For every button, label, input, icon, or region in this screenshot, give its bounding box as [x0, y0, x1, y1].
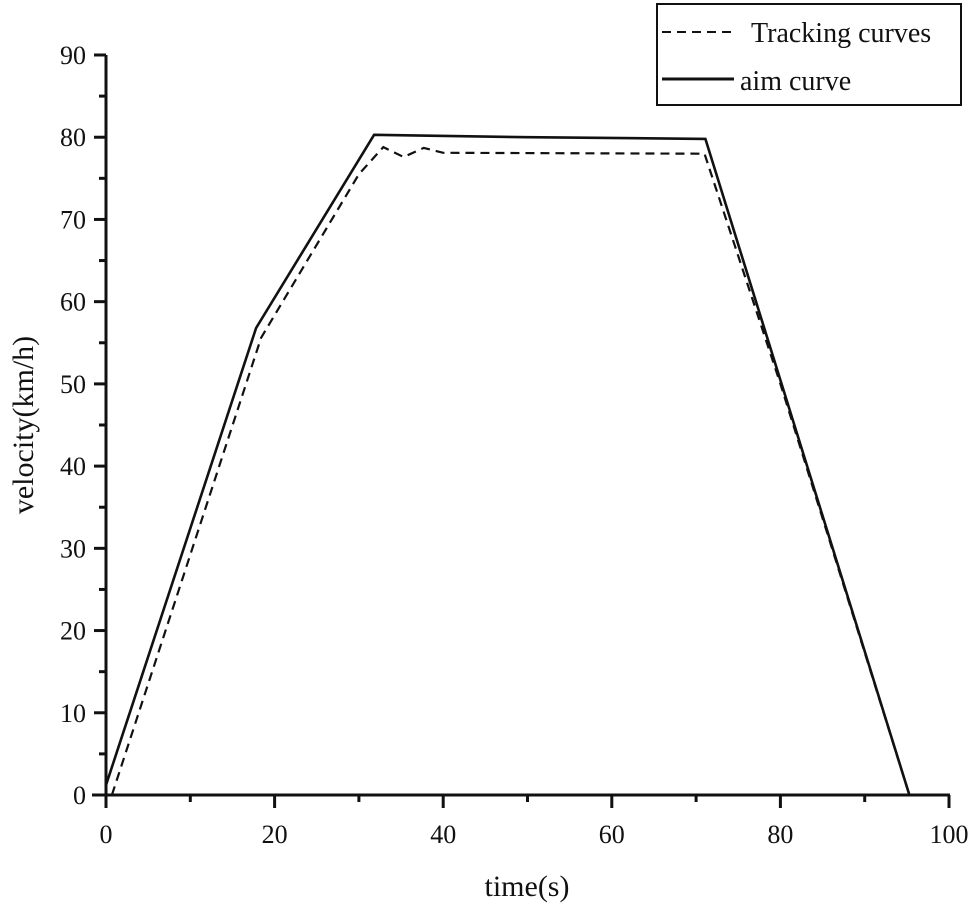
y-tick-label: 0 — [73, 781, 86, 810]
y-tick-label: 60 — [60, 288, 86, 317]
y-ticks: 0 10 20 30 40 50 60 70 80 90 — [60, 41, 106, 810]
plot-area — [104, 133, 911, 796]
tracking-curve-line — [110, 145, 911, 796]
x-ticks: 0 20 40 60 80 100 — [100, 795, 969, 849]
y-tick-label: 70 — [60, 205, 86, 234]
y-tick-label: 20 — [60, 617, 86, 646]
legend-box — [656, 3, 962, 106]
y-tick-label: 10 — [60, 699, 86, 728]
y-tick-label: 90 — [60, 41, 86, 70]
aim-curve-line — [104, 133, 911, 796]
axes: 0 10 20 30 40 50 60 70 80 90 0 20 40 60 80 100 — [60, 41, 969, 849]
x-tick-label: 0 — [100, 820, 113, 849]
legend-item-tracking: Tracking curves — [751, 18, 931, 49]
x-tick-label: 60 — [599, 820, 625, 849]
legend: Tracking curves aim curve — [656, 3, 962, 106]
y-tick-label: 30 — [60, 534, 86, 563]
x-tick-label: 20 — [262, 820, 288, 849]
y-tick-label: 50 — [60, 370, 86, 399]
y-axis-title: velocity(km/h) — [7, 336, 40, 514]
x-tick-label: 40 — [430, 820, 456, 849]
legend-item-aim: aim curve — [740, 66, 851, 97]
y-tick-label: 40 — [60, 452, 86, 481]
x-tick-label: 100 — [930, 820, 969, 849]
x-axis-title: time(s) — [485, 870, 570, 903]
y-tick-label: 80 — [60, 123, 86, 152]
x-tick-label: 80 — [767, 820, 793, 849]
